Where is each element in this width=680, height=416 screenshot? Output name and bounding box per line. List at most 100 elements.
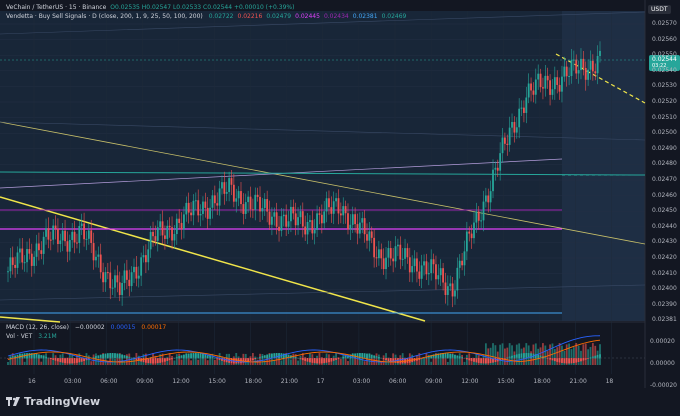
macd-histogram-bar	[40, 355, 43, 359]
candle-body	[534, 79, 537, 95]
volume-bar	[275, 353, 278, 365]
macd-histogram-bar	[30, 353, 33, 359]
candle-body	[149, 231, 152, 250]
volume-bar	[266, 356, 269, 365]
candle-body	[397, 244, 399, 247]
candle-body	[297, 217, 299, 226]
candle-body	[16, 252, 19, 268]
macd-title: MACD (12, 26, close)	[6, 324, 69, 331]
macd-histogram-bar	[49, 358, 52, 359]
candle-body	[275, 212, 278, 227]
time-tick: 17	[316, 378, 325, 385]
macd-histogram-bar	[351, 353, 354, 359]
candle-body	[456, 267, 459, 291]
volume-bar	[542, 343, 544, 365]
candle-body	[30, 253, 33, 266]
volume-bar	[102, 353, 105, 365]
volume-bar	[16, 358, 19, 365]
macd-histogram-bar	[473, 358, 475, 362]
volume-bar	[104, 355, 107, 365]
candle-body	[66, 241, 69, 252]
candle-body	[68, 240, 71, 252]
macd-histogram-bar	[323, 358, 326, 364]
volume-bar	[118, 353, 121, 365]
candle-body	[52, 225, 55, 240]
candle-body	[225, 192, 228, 194]
macd-histogram-bar	[596, 354, 599, 359]
indicator-value: 0.02445	[295, 13, 320, 20]
candle-body	[551, 89, 554, 95]
macd-histogram-bar	[235, 358, 238, 364]
volume-bar	[183, 356, 185, 365]
candle-body	[582, 58, 585, 68]
time-tick: 21:00	[569, 378, 587, 385]
candle-body	[235, 198, 238, 202]
candle-body	[301, 211, 304, 227]
volume-bar	[449, 354, 452, 365]
candle-body	[532, 90, 535, 95]
macd-histogram-bar	[515, 354, 518, 359]
macd-histogram-bar	[392, 358, 395, 363]
macd-histogram-bar	[575, 358, 578, 363]
macd-histogram-bar	[216, 358, 219, 360]
candle-body	[164, 235, 166, 239]
currency-badge[interactable]: USDT	[648, 5, 671, 14]
indicator-legend[interactable]: Vendetta · Buy Sell Signals · D (close, …	[6, 13, 414, 20]
time-tick: 16	[28, 378, 36, 385]
volume-bar	[247, 360, 250, 365]
macd-histogram-bar	[444, 353, 447, 359]
macd-legend[interactable]: MACD (12, 26, close) −0.00002 0.00015 0.…	[6, 324, 170, 331]
macd-histogram-bar	[242, 358, 245, 363]
volume-bar	[494, 345, 497, 365]
indicator-value: 0.02722	[208, 13, 234, 20]
volume-bar	[589, 347, 592, 365]
candle-body	[247, 196, 250, 203]
volume-bar	[344, 354, 347, 365]
macd-histogram-bar	[287, 354, 290, 359]
macd-histogram-bar	[137, 358, 140, 361]
candle-body	[42, 236, 45, 254]
macd-histogram-bar	[128, 356, 131, 359]
macd-histogram-bar	[173, 357, 176, 359]
candle-body	[73, 231, 76, 243]
macd-line	[7, 335, 601, 363]
time-tick: 12:00	[461, 378, 479, 385]
macd-histogram-bar	[152, 358, 154, 364]
volume-bar	[171, 355, 173, 365]
candle-body	[109, 272, 112, 289]
volume-bar	[111, 353, 114, 365]
last-price: 0.02544	[652, 56, 677, 63]
volume-legend[interactable]: Vol · VET 3.21M	[6, 333, 61, 340]
candle-body	[294, 213, 297, 226]
candle-body	[380, 249, 383, 259]
macd-histogram-bar	[439, 353, 442, 359]
candle-body	[76, 242, 78, 244]
candle-body	[558, 84, 561, 92]
macd-histogram-bar	[125, 355, 128, 359]
macd-histogram-bar	[35, 353, 38, 359]
macd-histogram-bar	[337, 358, 340, 360]
tradingview-logo[interactable]: TradingView	[6, 395, 100, 408]
macd-histogram-bar	[294, 356, 297, 359]
macd-histogram-bar	[106, 353, 109, 359]
volume-bar	[508, 343, 511, 365]
macd-histogram-bar	[144, 358, 147, 363]
candle-body	[111, 287, 114, 289]
candle-body	[102, 272, 105, 283]
candle-body	[128, 279, 131, 287]
volume-bar	[304, 356, 307, 365]
candle-body	[463, 251, 466, 266]
candle-body	[206, 207, 209, 219]
macd-histogram-bar	[292, 356, 295, 359]
candle-body	[144, 255, 147, 263]
symbol-legend[interactable]: VeChain / TetherUS · 15 · Binance O0.0253…	[6, 4, 298, 11]
candle-body	[418, 271, 421, 279]
candle-body	[553, 77, 556, 90]
candle-body	[278, 226, 280, 231]
price-tick: 0.02470	[652, 176, 677, 183]
candle-body	[520, 107, 523, 109]
macd-histogram-bar	[506, 357, 509, 359]
macd-histogram-bar	[261, 356, 264, 359]
macd-histogram-bar	[389, 358, 392, 362]
